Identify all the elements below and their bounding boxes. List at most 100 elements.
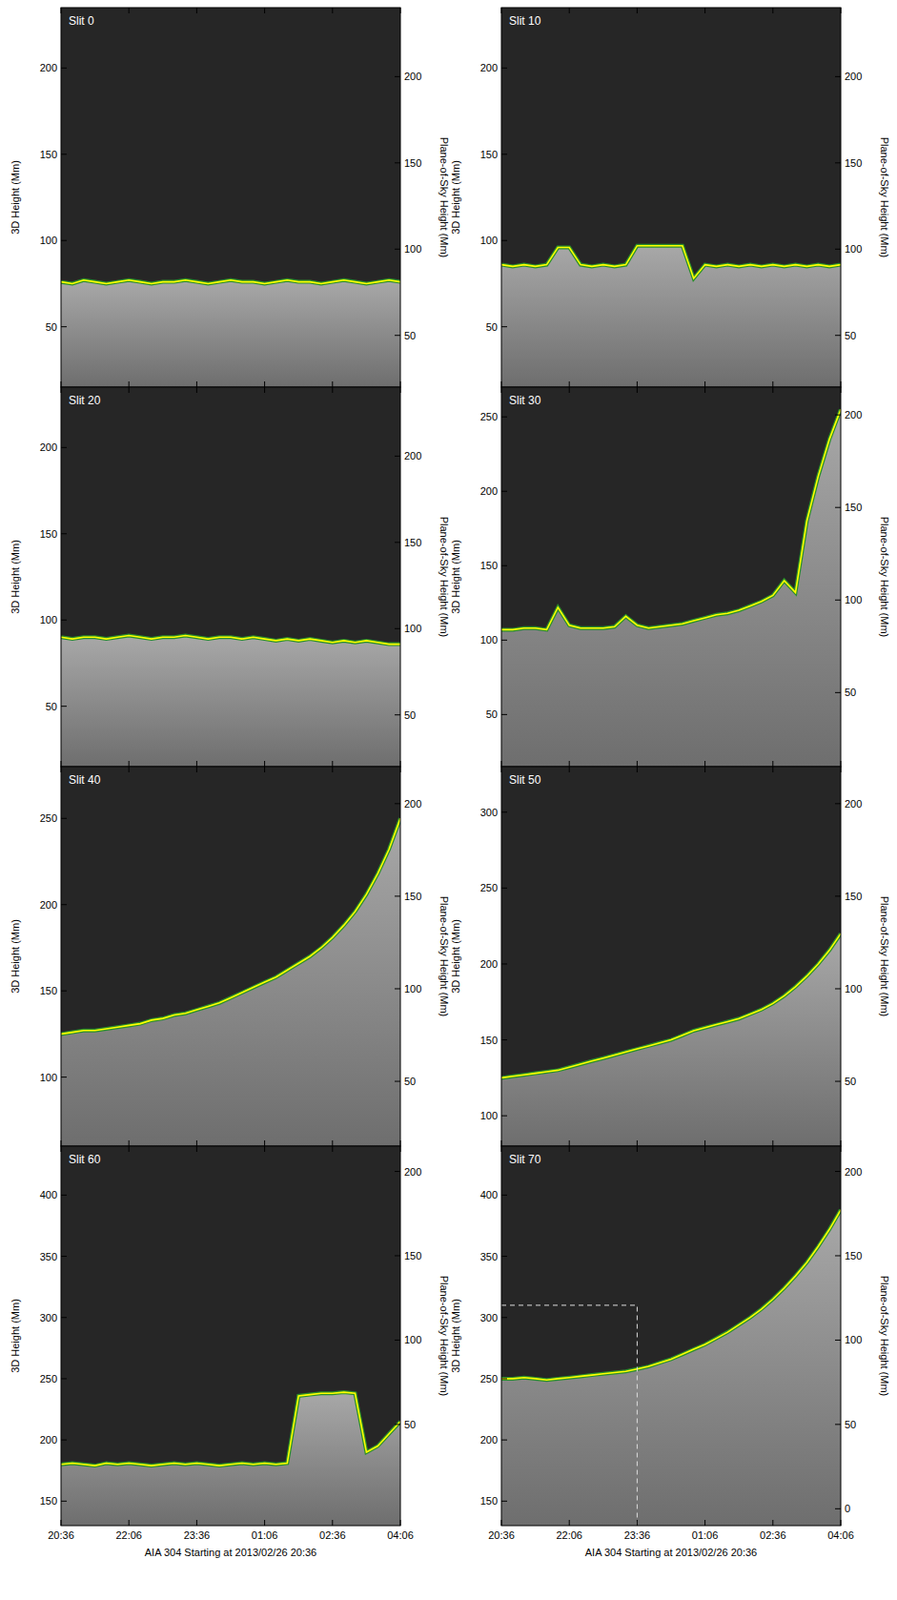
x-tick [61, 381, 62, 388]
x-tick [331, 760, 333, 767]
x-tick [772, 766, 774, 773]
frame [501, 1145, 841, 1526]
x-tick [636, 1519, 638, 1526]
y2-tick-label: 50 [404, 709, 416, 721]
x-tick [331, 1519, 333, 1526]
y-tick [61, 1439, 67, 1441]
y-tick-label: 100 [480, 633, 498, 646]
y-tick-label: 300 [480, 806, 498, 818]
y-tick-label: 100 [480, 1109, 498, 1122]
edge-halo [501, 933, 841, 1078]
y2-tick-label: 200 [404, 70, 422, 82]
y2-axis-title: Plane-of-Sky Height (Mm) [878, 1275, 891, 1397]
x-tick [196, 7, 198, 14]
x-tick [128, 1519, 130, 1526]
x-tick [772, 1145, 774, 1152]
frame [61, 1145, 401, 1526]
x-tick [196, 1519, 198, 1526]
y2-axis-title: Plane-of-Sky Height (Mm) [438, 896, 450, 1018]
x-tick [61, 387, 62, 393]
x-tick [772, 760, 774, 767]
frame [501, 387, 841, 767]
y-tick [501, 416, 508, 418]
y-tick [61, 1500, 67, 1502]
x-tick [704, 760, 706, 767]
y-tick [61, 903, 67, 905]
y-tick-label: 50 [486, 708, 498, 720]
y2-tick [835, 1423, 841, 1425]
limb-area [61, 1391, 401, 1526]
x-tick [196, 387, 198, 393]
y-tick-label: 100 [40, 1071, 58, 1083]
y-tick [501, 1500, 508, 1502]
y-axis-title: 3D Height (Mm) [9, 539, 21, 614]
x-tick [704, 766, 706, 773]
plot-area [501, 408, 841, 767]
x-tick [128, 7, 130, 14]
y-tick-label: 150 [40, 1494, 58, 1507]
limb-area [61, 635, 401, 768]
y-tick-label: 50 [45, 700, 58, 713]
edge-line [501, 408, 841, 630]
y2-tick [835, 162, 841, 164]
x-tick [772, 1140, 774, 1146]
x-tick-label: 22:06 [555, 1528, 583, 1541]
y-tick [61, 1194, 67, 1196]
y2-axis-title: Plane-of-Sky Height (Mm) [438, 137, 450, 259]
y-tick [61, 817, 67, 819]
y-tick [501, 1316, 508, 1318]
y2-tick [835, 1170, 841, 1172]
y-tick-label: 200 [40, 441, 58, 453]
background [501, 7, 841, 388]
y-tick-label: 200 [480, 958, 498, 970]
y2-tick-label: 200 [844, 408, 862, 421]
y-tick [61, 67, 67, 69]
y-tick-label: 400 [480, 1188, 498, 1201]
x-tick [264, 7, 266, 14]
y-tick-label: 150 [480, 1494, 498, 1507]
x-tick [840, 1519, 842, 1526]
frame [61, 7, 401, 388]
y2-tick [394, 628, 401, 630]
x-tick [569, 7, 571, 14]
x-tick [840, 766, 842, 773]
x-tick [196, 381, 198, 388]
x-tick-label: 02:36 [319, 1528, 347, 1541]
y-tick-label: 150 [480, 1034, 498, 1046]
y2-tick [394, 1254, 401, 1256]
x-tick [704, 1519, 706, 1526]
x-tick [331, 387, 333, 393]
y2-tick-label: 200 [404, 1165, 422, 1178]
plot-area [501, 933, 841, 1146]
background [61, 766, 401, 1146]
y-tick-label: 250 [40, 812, 58, 824]
x-tick [840, 7, 842, 14]
y2-tick-label: 0 [844, 1502, 851, 1514]
background [61, 387, 401, 767]
x-tick [772, 387, 774, 393]
background [501, 766, 841, 1146]
x-axis-title: AIA 304 Starting at 2013/02/26 20:36 [144, 1546, 317, 1558]
x-tick [264, 1519, 266, 1526]
y2-tick [835, 802, 841, 804]
y-axis-title: 3D Height (Mm) [449, 1298, 462, 1373]
y-tick [61, 532, 67, 534]
edge-halo [61, 280, 401, 285]
y2-tick [835, 599, 841, 601]
x-tick [501, 760, 503, 767]
y2-tick [835, 1254, 841, 1256]
y2-tick [394, 455, 401, 457]
x-tick [196, 1140, 198, 1146]
y-tick [501, 1439, 508, 1441]
y2-tick-label: 150 [844, 1249, 862, 1262]
y-tick-label: 200 [40, 61, 58, 74]
limb-area [61, 280, 401, 388]
limb-area [501, 245, 841, 388]
y2-tick-label: 200 [404, 797, 422, 810]
plot-area [61, 280, 401, 388]
y2-tick-label: 150 [404, 890, 422, 902]
y2-tick-label: 100 [844, 1333, 862, 1346]
y-tick [61, 1255, 67, 1257]
y-tick [61, 619, 67, 621]
x-tick [400, 7, 402, 14]
